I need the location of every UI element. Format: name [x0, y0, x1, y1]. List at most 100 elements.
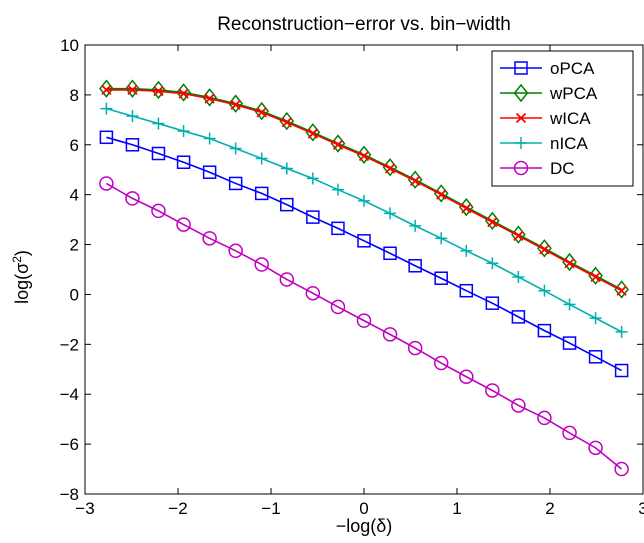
series-layer — [99, 79, 629, 477]
legend-marker-dc — [513, 160, 529, 176]
data-point-nica — [512, 270, 525, 283]
data-point-nica — [126, 110, 139, 123]
data-point-wica — [230, 99, 241, 111]
legend-label-wica: wICA — [549, 109, 591, 128]
data-point-wica-stroke — [461, 203, 472, 214]
data-point-nica — [589, 312, 602, 325]
legend-label-nica: nICA — [550, 134, 588, 153]
data-point-dc — [151, 203, 166, 219]
data-point-nica — [331, 183, 344, 196]
data-point-wica-stroke — [256, 107, 267, 118]
data-point-nica — [229, 142, 242, 155]
legend-marker-wica-stroke — [515, 112, 527, 124]
data-point-wica-stroke — [153, 86, 164, 97]
data-point-nica — [203, 132, 216, 145]
data-point-wica — [436, 189, 447, 200]
data-point-dc — [433, 355, 449, 371]
series-line-dc — [105, 182, 623, 470]
legend-item-wpca: wPCA — [500, 83, 598, 103]
data-point-wica — [101, 84, 112, 96]
data-point-wica-stroke — [281, 117, 292, 128]
y-tick-label: 0 — [70, 285, 79, 304]
series-line-opca — [106, 136, 622, 372]
x-tick-label: −3 — [75, 499, 94, 518]
data-point-wica — [590, 271, 601, 283]
series-opca — [99, 130, 629, 378]
x-axis-label: −log(δ) — [336, 516, 393, 536]
data-point-dc — [614, 461, 629, 477]
data-point-nica — [460, 244, 473, 257]
data-point-dc — [125, 191, 140, 206]
data-point-opca — [537, 323, 552, 338]
legend-marker-nica — [515, 137, 527, 149]
data-point-dc — [459, 369, 474, 385]
data-point-nica — [280, 162, 293, 175]
data-point-wica — [332, 139, 344, 150]
data-point-opca — [614, 363, 629, 378]
data-point-opca — [202, 165, 217, 179]
x-tick-label: 0 — [359, 499, 368, 518]
y-tick-label: −4 — [60, 385, 79, 404]
series-wica — [101, 84, 627, 296]
data-point-wica — [564, 258, 575, 269]
data-point-nica — [306, 172, 319, 185]
data-point-dc — [562, 425, 577, 441]
data-point-opca — [383, 246, 397, 261]
data-point-nica — [563, 298, 576, 311]
y-tick-label: 2 — [70, 236, 79, 255]
data-point-wica-stroke — [410, 175, 421, 187]
data-point-wica-stroke — [616, 285, 627, 296]
data-point-dc — [99, 176, 114, 191]
data-point-opca — [228, 176, 243, 191]
data-point-wica — [281, 117, 292, 128]
y-tick-label: −8 — [60, 485, 79, 504]
y-axis-label-base: log(σ — [12, 263, 32, 304]
data-point-dc — [176, 217, 191, 232]
y-tick-label: 8 — [70, 86, 79, 105]
data-point-wica — [384, 163, 396, 174]
data-point-nica — [255, 152, 268, 165]
data-point-opca — [562, 336, 577, 350]
y-axis-label-end: ) — [12, 250, 32, 256]
data-point-opca — [176, 155, 191, 169]
data-point-wica-stroke — [436, 189, 447, 200]
data-point-nica — [152, 117, 165, 130]
data-point-wica — [256, 107, 267, 118]
y-tick-label: 6 — [70, 136, 79, 155]
data-point-opca — [280, 197, 294, 212]
legend-label-dc: DC — [550, 159, 575, 178]
x-tick-label: −2 — [168, 499, 187, 518]
data-point-nica — [100, 102, 113, 115]
data-point-opca — [331, 221, 345, 236]
y-axis-label-sup: 2 — [10, 256, 24, 263]
x-tick-label: −1 — [261, 499, 280, 518]
data-point-nica — [384, 207, 397, 220]
data-point-opca — [357, 234, 371, 248]
legend-marker-opca — [514, 61, 528, 75]
x-tick-label: 1 — [452, 499, 461, 518]
legend-label-wpca: wPCA — [549, 84, 598, 103]
data-point-dc — [407, 340, 423, 356]
y-tick-label: 10 — [60, 36, 79, 55]
legend-item-nica: nICA — [500, 134, 588, 153]
data-point-wica — [127, 84, 138, 96]
data-point-dc — [382, 327, 398, 342]
data-point-dc — [588, 440, 603, 456]
x-tick-label: 2 — [545, 499, 554, 518]
data-point-wica-stroke — [384, 163, 396, 174]
data-point-wica — [178, 88, 189, 99]
legend-item-wica: wICA — [500, 109, 591, 128]
data-point-dc — [356, 313, 372, 328]
data-point-wica-stroke — [487, 216, 498, 228]
data-point-wica-stroke — [204, 93, 215, 104]
data-point-nica — [409, 219, 422, 232]
data-point-wica-stroke — [332, 139, 344, 150]
data-point-dc — [279, 272, 295, 287]
data-point-wica — [410, 175, 421, 187]
data-point-nica — [435, 232, 448, 245]
data-point-dc — [305, 285, 321, 301]
data-point-dc — [537, 410, 552, 426]
data-point-dc — [511, 398, 526, 413]
data-point-opca — [588, 350, 603, 364]
data-point-wica-stroke — [590, 271, 601, 283]
